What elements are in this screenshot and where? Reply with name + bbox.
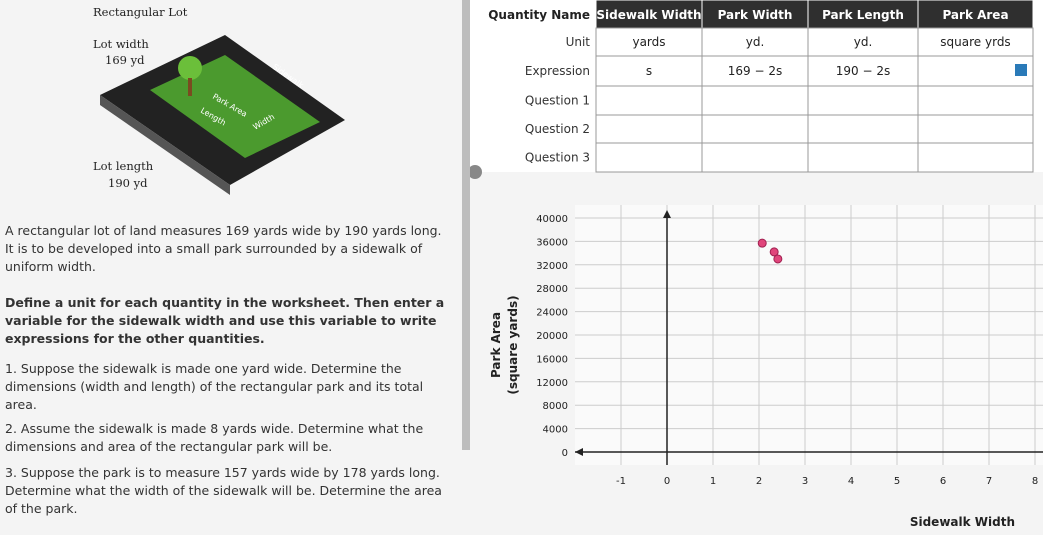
intro: A rectangular lot of land measures 169 y… <box>5 223 442 274</box>
row-label: Unit <box>566 35 591 49</box>
diagram-title: Rectangular Lot <box>93 5 188 19</box>
y-tick-label: 20000 <box>536 331 568 342</box>
cell[interactable] <box>917 85 1034 116</box>
x-tick-label: 8 <box>1032 476 1038 487</box>
cell-text: 169 − 2s <box>728 64 782 78</box>
cell[interactable] <box>807 85 919 116</box>
cell[interactable] <box>917 114 1034 144</box>
cell[interactable] <box>917 55 1034 87</box>
cell[interactable] <box>807 55 919 87</box>
lot-length-value: 190 yd <box>108 176 148 190</box>
y-tick-label: 24000 <box>536 308 568 319</box>
cell-text: yd. <box>854 35 873 49</box>
cell[interactable] <box>595 142 703 173</box>
cell[interactable] <box>701 142 809 173</box>
cell[interactable] <box>917 142 1034 173</box>
cell[interactable] <box>807 27 919 57</box>
instructions: Define a unit for each quantity in the w… <box>5 295 445 346</box>
header-cell <box>807 0 919 29</box>
y-tick-label: 28000 <box>536 284 568 295</box>
question-2: 2. Assume the sidewalk is made 8 yards w… <box>5 421 424 454</box>
dropdown[interactable] <box>1015 64 1027 76</box>
cell[interactable] <box>701 114 809 144</box>
header-text: Park Length <box>822 8 904 22</box>
y-tick-label: 16000 <box>536 354 568 365</box>
x-tick-label: 7 <box>986 476 992 487</box>
row-label: Expression <box>525 64 590 78</box>
point[interactable] <box>757 238 767 248</box>
y-tick-label: 40000 <box>536 214 568 225</box>
question-3: 3. Suppose the park is to measure 157 ya… <box>5 465 442 516</box>
y-tick-label: 32000 <box>536 261 568 272</box>
x-axis-label: Sidewalk Width <box>910 515 1015 529</box>
lot-length-label: Lot length <box>93 159 154 173</box>
y-tick-label: 36000 <box>536 237 568 248</box>
header-text: Park Area <box>942 8 1008 22</box>
y-tick-label: 8000 <box>543 401 568 412</box>
x-tick-label: 4 <box>848 476 854 487</box>
diagram: Rectangular Lot Lot width 169 yd Lot len… <box>93 5 345 195</box>
tree <box>178 56 202 80</box>
header-text: Sidewalk Width <box>596 8 701 22</box>
row-header: Quantity Name <box>488 8 590 22</box>
cell[interactable] <box>701 85 809 116</box>
row-label: Question 2 <box>525 122 590 136</box>
worksheet: Quantity Name Sidewalk Width Park Width Par… <box>470 0 1043 529</box>
x-tick-label: 3 <box>802 476 808 487</box>
y-tick-label: 12000 <box>536 378 568 389</box>
point[interactable] <box>773 254 783 264</box>
cell-text: yd. <box>746 35 765 49</box>
y-tick-label: 4000 <box>543 425 568 436</box>
header-cell <box>917 0 1034 29</box>
question-1: 1. Suppose the sidewalk is made one yard… <box>5 361 424 412</box>
lot-width-value: 169 yd <box>105 53 145 67</box>
cell-text: yards <box>632 35 665 49</box>
tree-trunk <box>188 78 192 96</box>
move-handle[interactable] <box>470 165 482 179</box>
park <box>150 55 320 158</box>
y-axis-label: Park Area <box>489 312 503 378</box>
point[interactable] <box>769 247 779 257</box>
x-tick-label: 6 <box>940 476 946 487</box>
y-tick-label: 0 <box>562 448 568 459</box>
header-cell <box>595 0 703 29</box>
axis-arrow <box>663 210 671 218</box>
cell-text: 190 − 2s <box>836 64 890 78</box>
cell-text: s <box>646 64 652 78</box>
lot-width-label: Lot width <box>93 37 149 51</box>
cell[interactable] <box>595 85 703 116</box>
cell[interactable] <box>701 55 809 87</box>
lot-side <box>100 95 230 195</box>
axis-arrow <box>575 448 583 456</box>
cell[interactable] <box>917 27 1034 57</box>
cell[interactable] <box>595 114 703 144</box>
x-tick-label: 2 <box>756 476 762 487</box>
cell-text: square yrds <box>940 35 1010 49</box>
x-tick-label: -1 <box>616 476 626 487</box>
cell[interactable] <box>701 27 809 57</box>
x-tick-label: 5 <box>894 476 900 487</box>
row-label: Question 3 <box>525 151 590 165</box>
y-axis-unit: (square yards) <box>506 295 520 394</box>
row-label: Question 1 <box>525 94 590 108</box>
cell[interactable] <box>807 114 919 144</box>
x-tick-label: 0 <box>664 476 670 487</box>
cell[interactable] <box>807 142 919 173</box>
x-tick-label: 1 <box>710 476 716 487</box>
header-text: Park Width <box>718 8 793 22</box>
divider <box>462 0 470 450</box>
